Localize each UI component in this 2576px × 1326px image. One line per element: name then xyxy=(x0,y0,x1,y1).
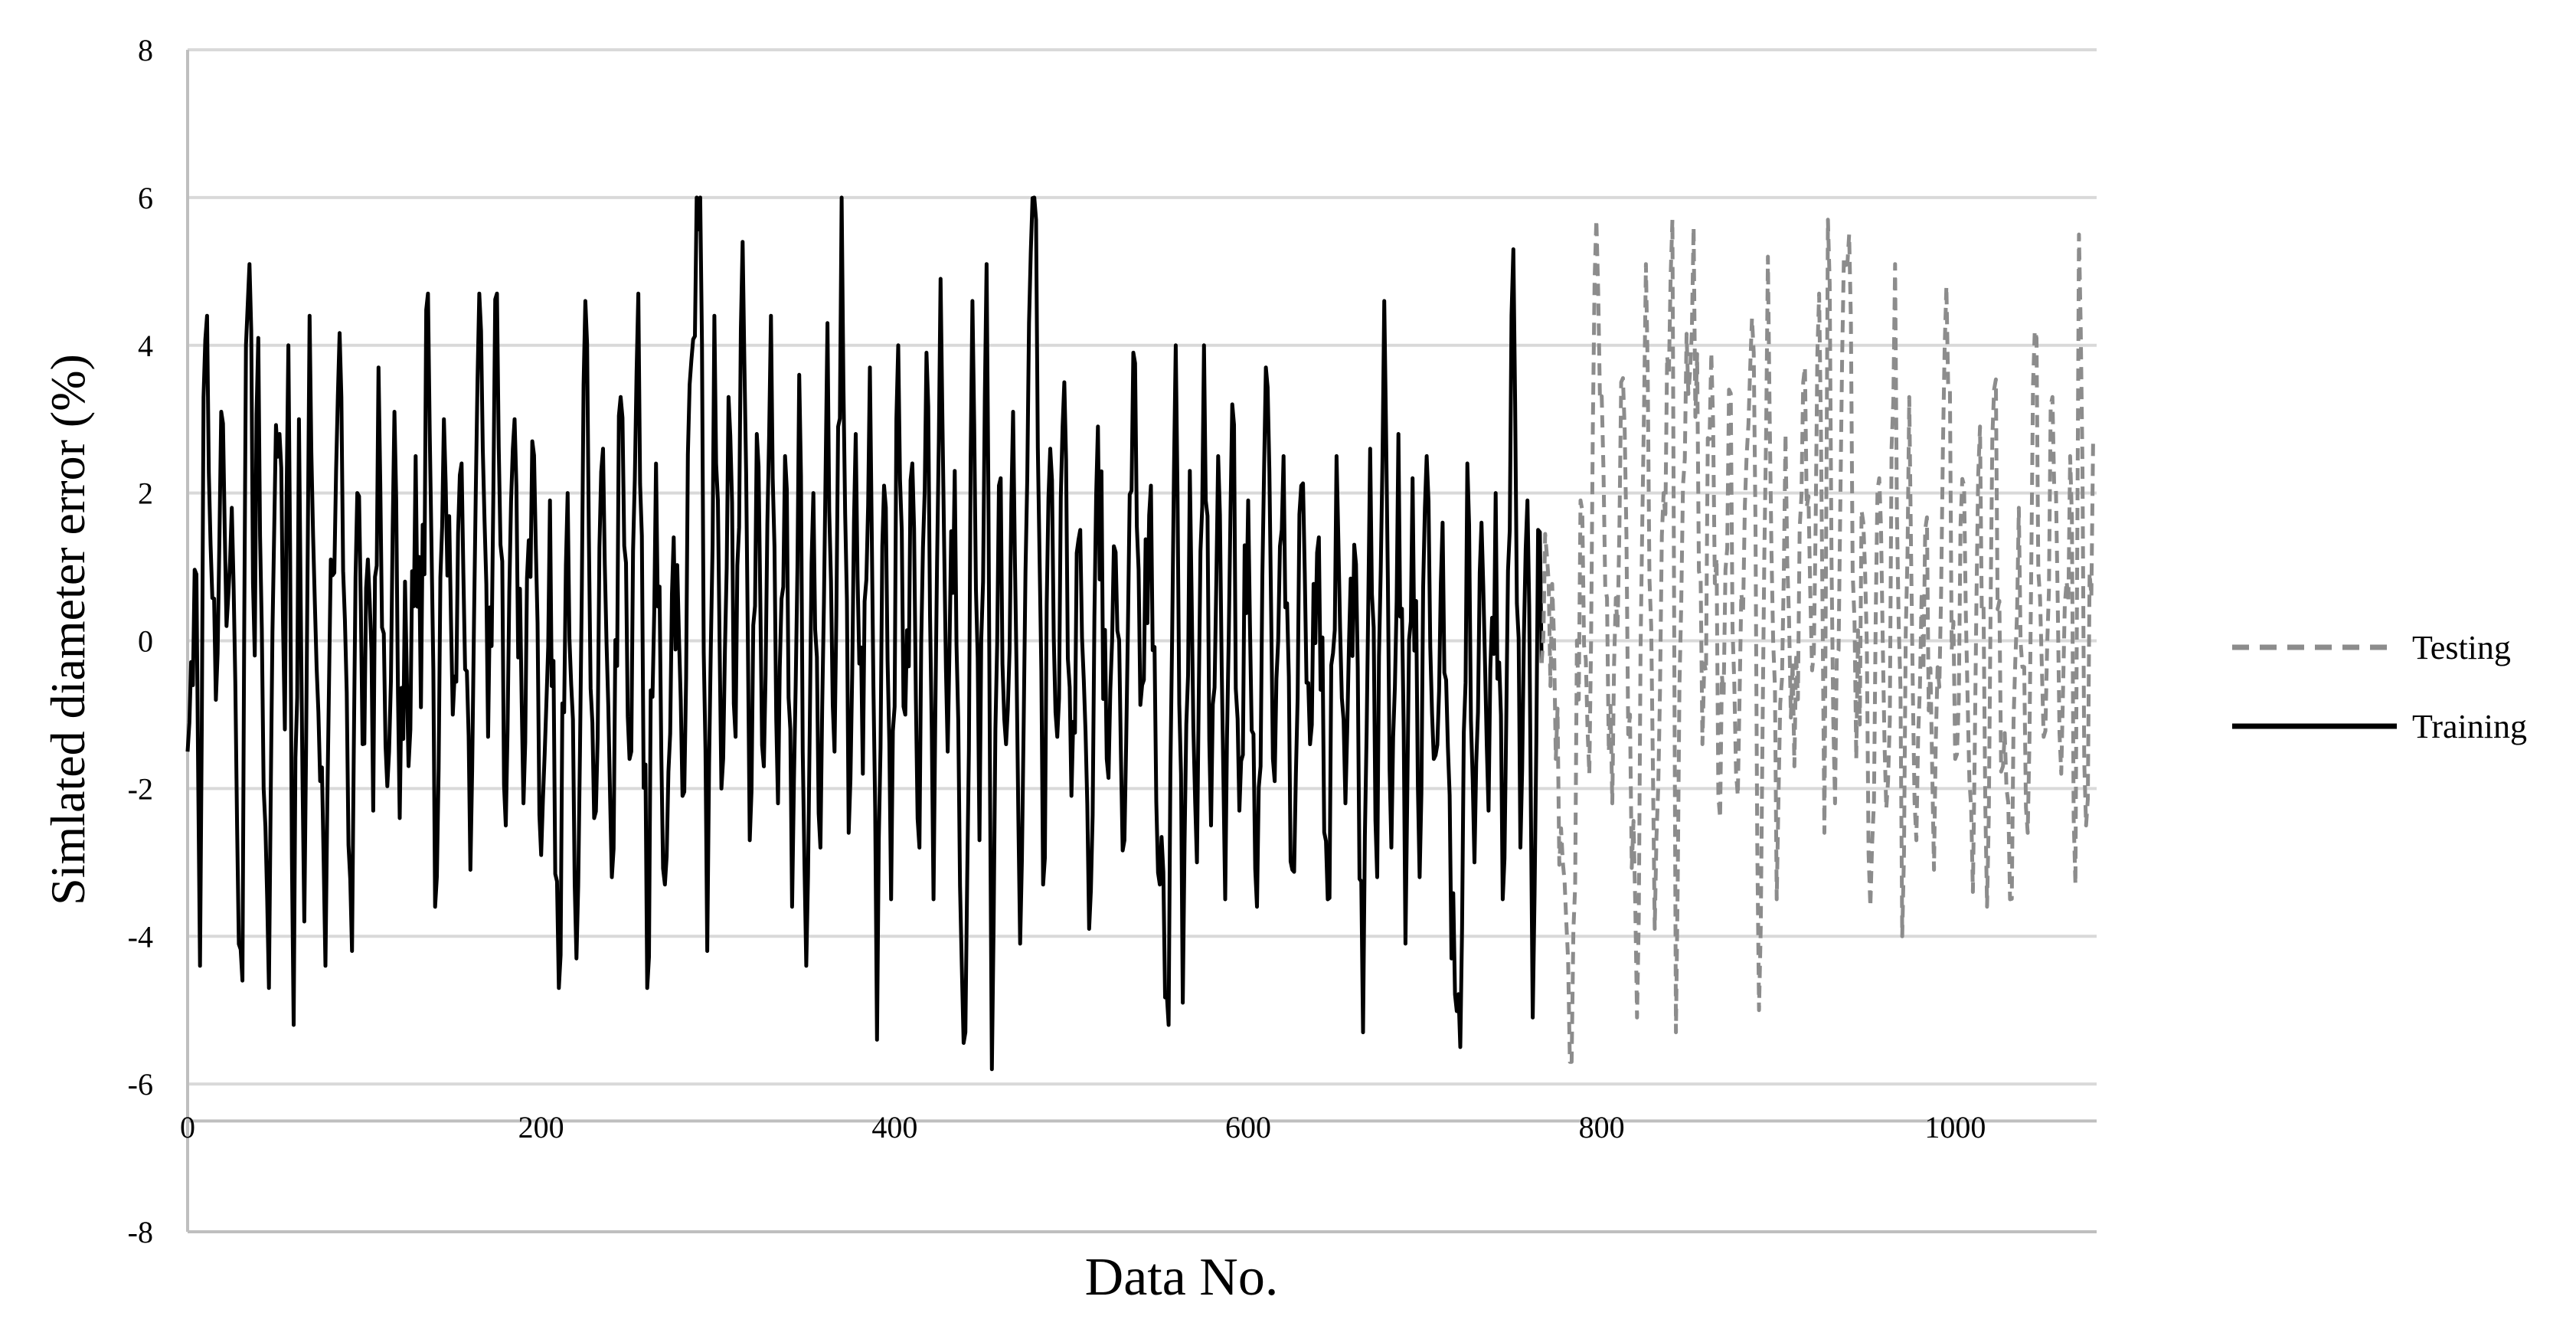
y-tick-label: 2 xyxy=(138,476,153,511)
x-tick-label: 0 xyxy=(180,1110,195,1144)
x-tick-label: 600 xyxy=(1225,1110,1271,1144)
x-tick-labels: 0 200 400 600 800 1000 xyxy=(180,1110,1986,1144)
x-tick-label: 1000 xyxy=(1924,1110,1986,1144)
legend-label-testing: Testing xyxy=(2412,629,2511,666)
legend-label-training: Training xyxy=(2412,708,2527,745)
legend: Testing Training xyxy=(2232,629,2527,745)
x-tick-label: 200 xyxy=(518,1110,564,1144)
series-layer xyxy=(185,195,2095,1072)
y-tick-label: 6 xyxy=(138,181,153,215)
y-tick-label: -2 xyxy=(128,771,153,806)
x-tick-label: 400 xyxy=(871,1110,917,1144)
y-tick-label: 8 xyxy=(138,33,153,67)
x-tick-label: 800 xyxy=(1579,1110,1625,1144)
gridlines xyxy=(188,48,2097,1086)
series-line-training xyxy=(185,195,1544,1072)
y-tick-label: 0 xyxy=(138,624,153,659)
series-line-testing xyxy=(1539,218,2095,1064)
y-tick-label: -6 xyxy=(128,1067,153,1102)
x-axis-title: Data No. xyxy=(1085,1248,1279,1307)
y-tick-label: 4 xyxy=(138,329,153,363)
y-tick-label: -8 xyxy=(128,1215,153,1249)
y-tick-labels: 8 6 4 2 0 -2 -4 -6 -8 xyxy=(128,33,153,1249)
y-axis-title: Simlated diameter error (%) xyxy=(41,354,95,905)
axes xyxy=(186,50,2097,1233)
y-tick-label: -4 xyxy=(128,919,153,954)
